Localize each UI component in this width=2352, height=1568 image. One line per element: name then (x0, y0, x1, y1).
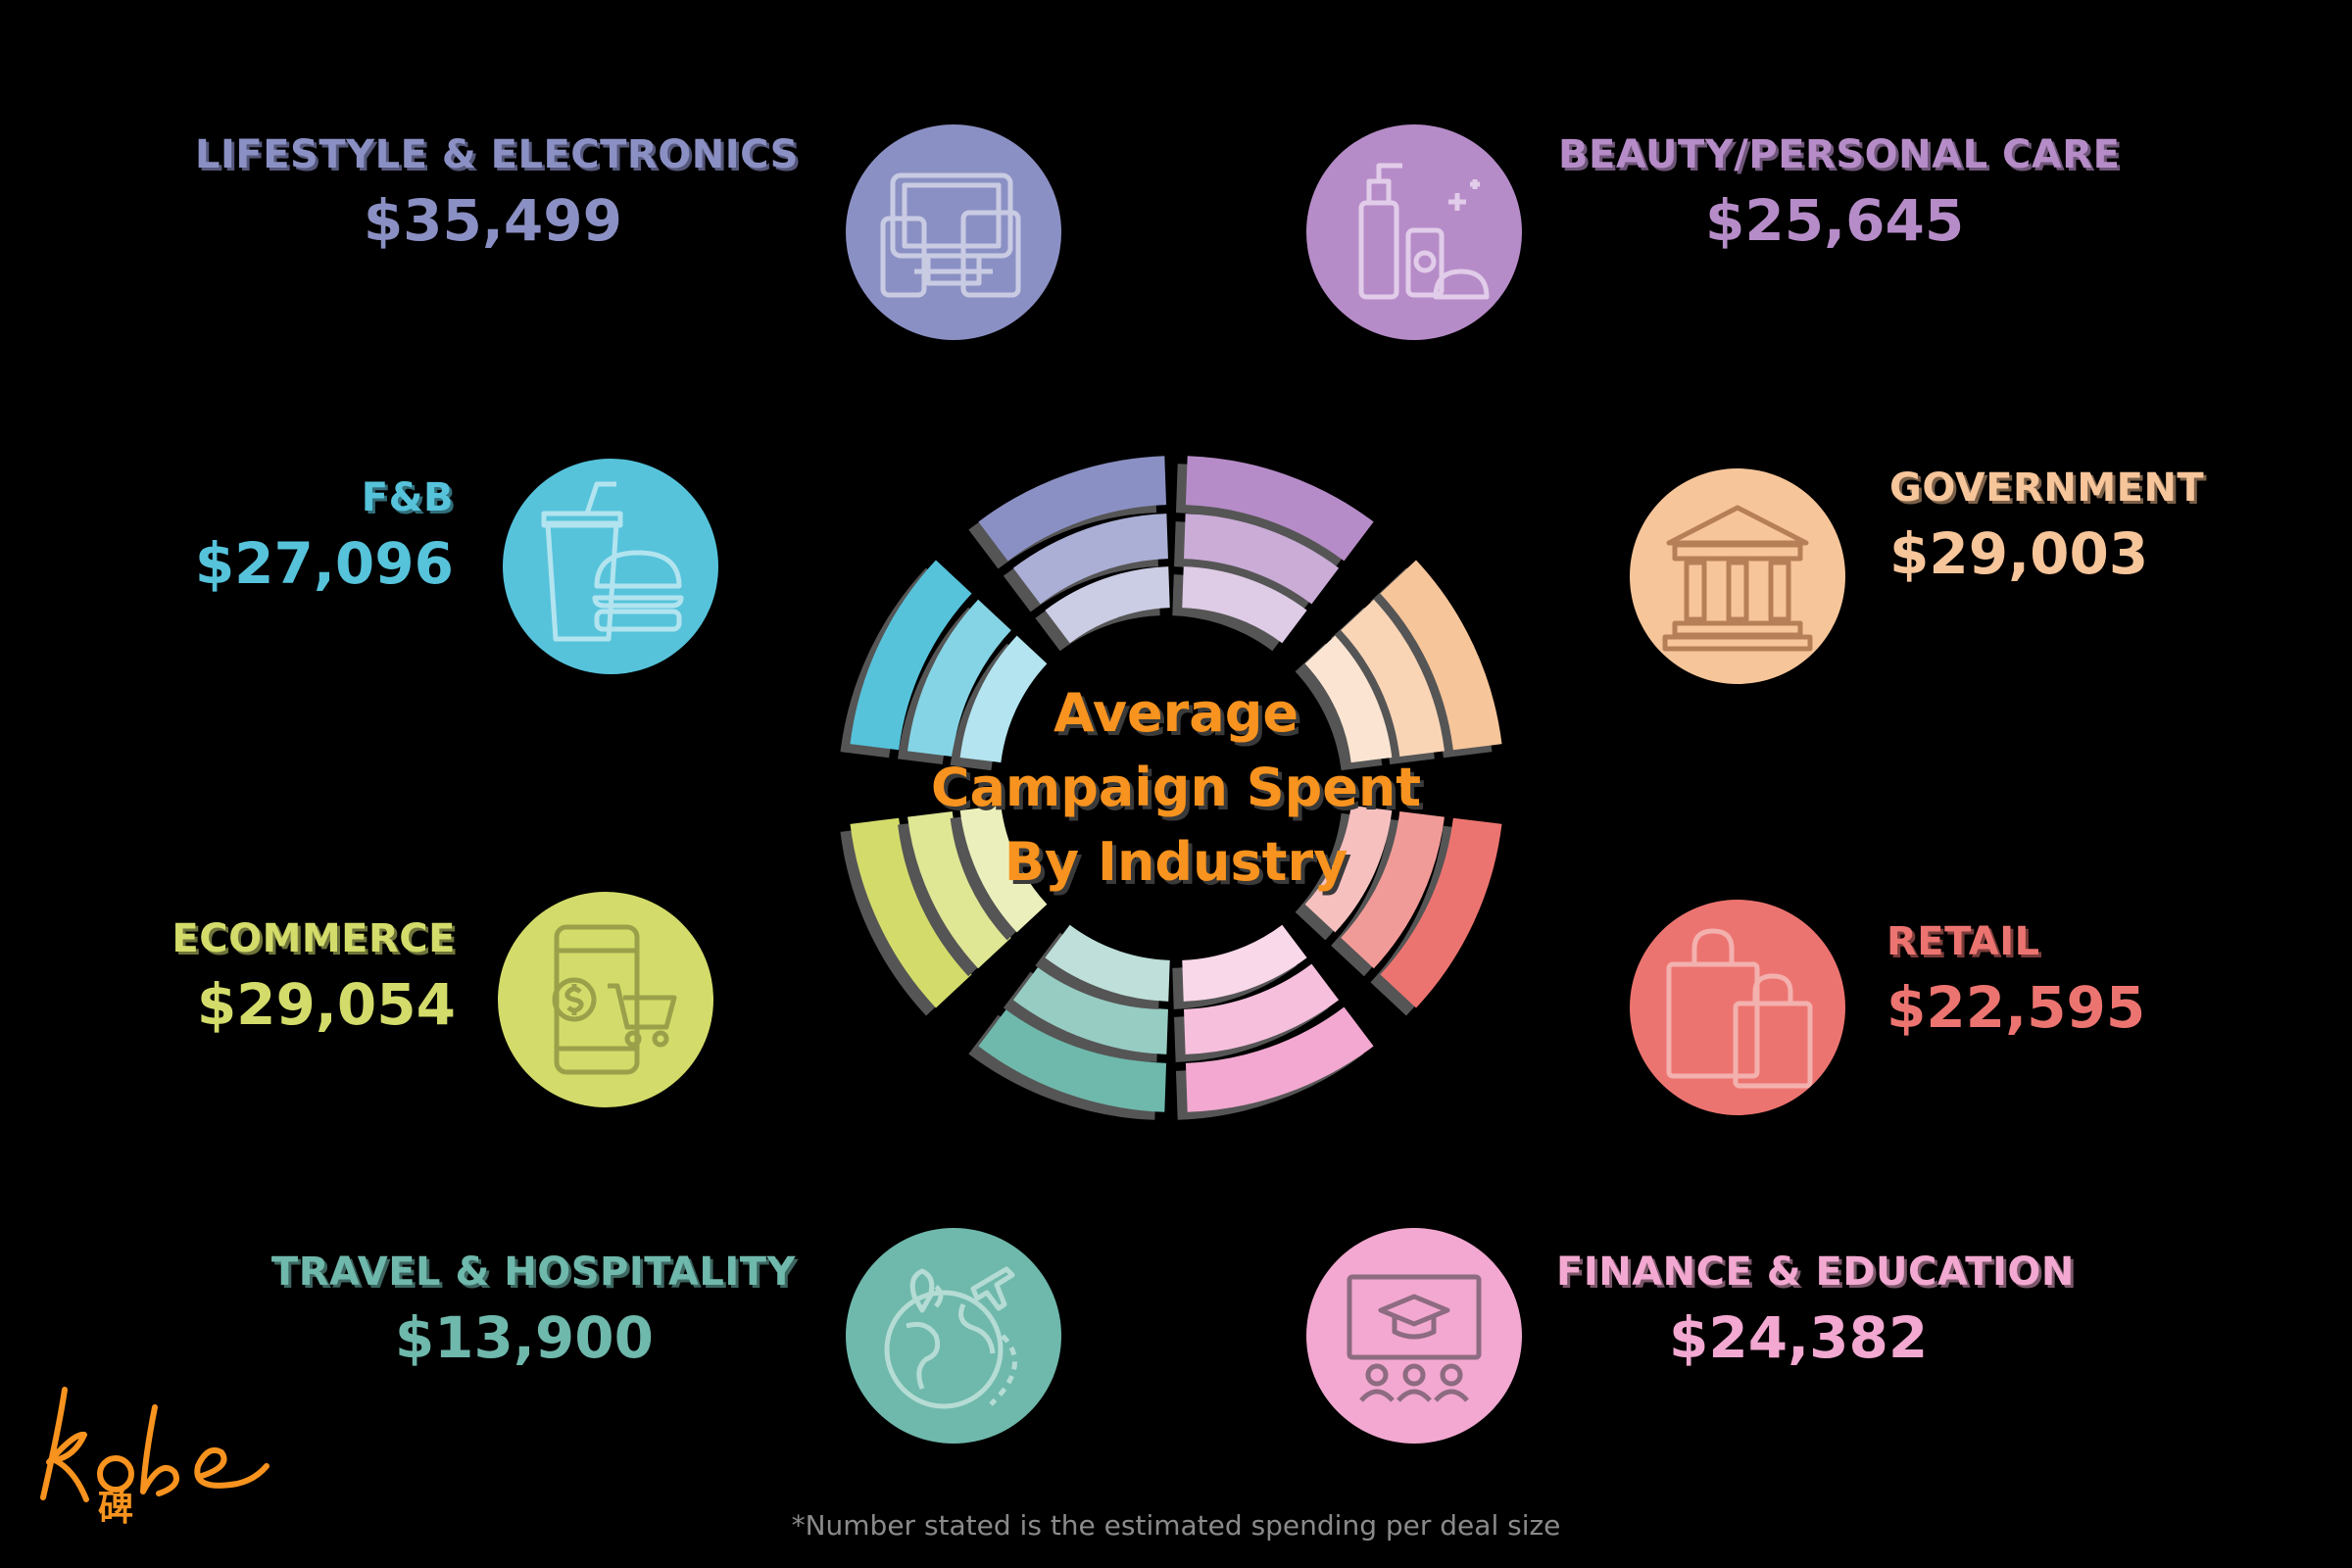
fnb-circle (503, 459, 718, 674)
finance-circle (1306, 1228, 1522, 1444)
beauty-value: $25,645 (1705, 187, 1965, 254)
beauty-category: BEAUTY/PERSONAL CARE (1558, 132, 2121, 177)
retail-category: RETAIL (1886, 919, 2040, 964)
finance-ring-segment-2: FINANCE & EDUCATION (1184, 963, 1340, 1054)
lifestyle-ring-segment-3: LIFESTYLE & ELECTRONICS (1045, 566, 1170, 644)
travel-category: TRAVEL & HOSPITALITY (270, 1250, 796, 1295)
retail-label: RETAIL $22,595 (1886, 919, 2145, 1041)
fnb-ring-segment-2: F&B (907, 599, 1011, 757)
globe-travel-icon (884, 1266, 1017, 1409)
chart-title-line-2: Campaign Spent (930, 757, 1422, 818)
government-ring-segment-2: GOVERNMENT (1341, 599, 1445, 757)
fnb-label: F&B $27,096 (195, 475, 454, 597)
retail-ring-segment-3: RETAIL (1304, 805, 1393, 933)
mobile-shopping-icon (552, 924, 677, 1075)
lifestyle-circle (846, 124, 1061, 340)
ecommerce-circle (498, 892, 713, 1107)
kobe-logo-subtext: 碑 (98, 1489, 134, 1529)
ecommerce-ring-segment-2: ECOMMERCE (907, 811, 1011, 969)
classroom-icon (1347, 1274, 1482, 1402)
footnote: *Number stated is the estimated spending… (791, 1509, 1561, 1542)
travel-value: $13,900 (394, 1304, 654, 1371)
retail-ring-segment-1: RETAIL (1380, 817, 1502, 1008)
beauty-ring-segment-1: BEAUTY/PERSONAL CARE (1185, 456, 1374, 562)
lifestyle-ring-segment-2: LIFESTYLE & ELECTRONICS (1012, 514, 1168, 605)
travel-ring-segment-3: TRAVEL & HOSPITALITY (1045, 924, 1170, 1002)
finance-label: FINANCE & EDUCATION $24,382 (1556, 1250, 2075, 1371)
travel-label: TRAVEL & HOSPITALITY $13,900 (271, 1250, 796, 1371)
government-value: $29,003 (1889, 520, 2149, 587)
kobe-logo (40, 1387, 270, 1502)
government-label: GOVERNMENT $29,003 (1889, 466, 2204, 587)
finance-value: $24,382 (1669, 1304, 1929, 1371)
fnb-value: $27,096 (194, 530, 454, 597)
beauty-circle (1306, 124, 1522, 340)
government-circle (1630, 468, 1845, 684)
ecommerce-label: ECOMMERCE $29,054 (172, 916, 456, 1038)
fnb-ring-segment-1: F&B (850, 560, 972, 751)
chart-title-line-3: By Industry (1004, 831, 1348, 893)
fnb-category: F&B (361, 475, 454, 520)
fast-food-icon (541, 481, 684, 642)
government-ring-segment-1: GOVERNMENT (1380, 560, 1502, 751)
retail-value: $22,595 (1886, 974, 2146, 1041)
ecommerce-ring-segment-1: ECOMMERCE (850, 817, 972, 1008)
beauty-ring-segment-2: BEAUTY/PERSONAL CARE (1184, 514, 1340, 605)
government-building-icon (1662, 505, 1813, 652)
finance-ring-segment-3: FINANCE & EDUCATION (1182, 924, 1307, 1002)
beauty-ring-segment-3: BEAUTY/PERSONAL CARE (1182, 566, 1307, 644)
government-category: GOVERNMENT (1889, 466, 2205, 511)
lifestyle-ring-segment-1: LIFESTYLE & ELECTRONICS (978, 456, 1167, 562)
chart-title-line-1: Average (1053, 682, 1299, 744)
cosmetics-icon (1358, 163, 1490, 300)
lifestyle-category: LIFESTYLE & ELECTRONICS (195, 132, 799, 177)
travel-circle (846, 1228, 1061, 1444)
ecommerce-value: $29,054 (196, 971, 456, 1038)
devices-icon (880, 172, 1021, 298)
travel-ring-segment-2: TRAVEL & HOSPITALITY (1012, 963, 1168, 1054)
finance-ring-segment-1: FINANCE & EDUCATION (1185, 1006, 1374, 1112)
fnb-ring-segment-3: F&B (959, 635, 1048, 763)
ecommerce-category: ECOMMERCE (172, 916, 456, 961)
lifestyle-value: $35,499 (363, 187, 622, 254)
government-ring-segment-3: GOVERNMENT (1304, 635, 1393, 763)
shopping-bags-icon (1666, 928, 1813, 1089)
travel-ring-segment-1: TRAVEL & HOSPITALITY (978, 1006, 1167, 1112)
finance-category: FINANCE & EDUCATION (1556, 1250, 2075, 1295)
beauty-label: BEAUTY/PERSONAL CARE $25,645 (1558, 132, 2120, 254)
chart-title: Average Campaign Spent By Industry (882, 676, 1470, 900)
ecommerce-ring-segment-3: ECOMMERCE (959, 805, 1048, 933)
lifestyle-label: LIFESTYLE & ELECTRONICS $35,499 (195, 132, 799, 254)
retail-ring-segment-2: RETAIL (1341, 811, 1445, 969)
retail-circle (1630, 900, 1845, 1115)
